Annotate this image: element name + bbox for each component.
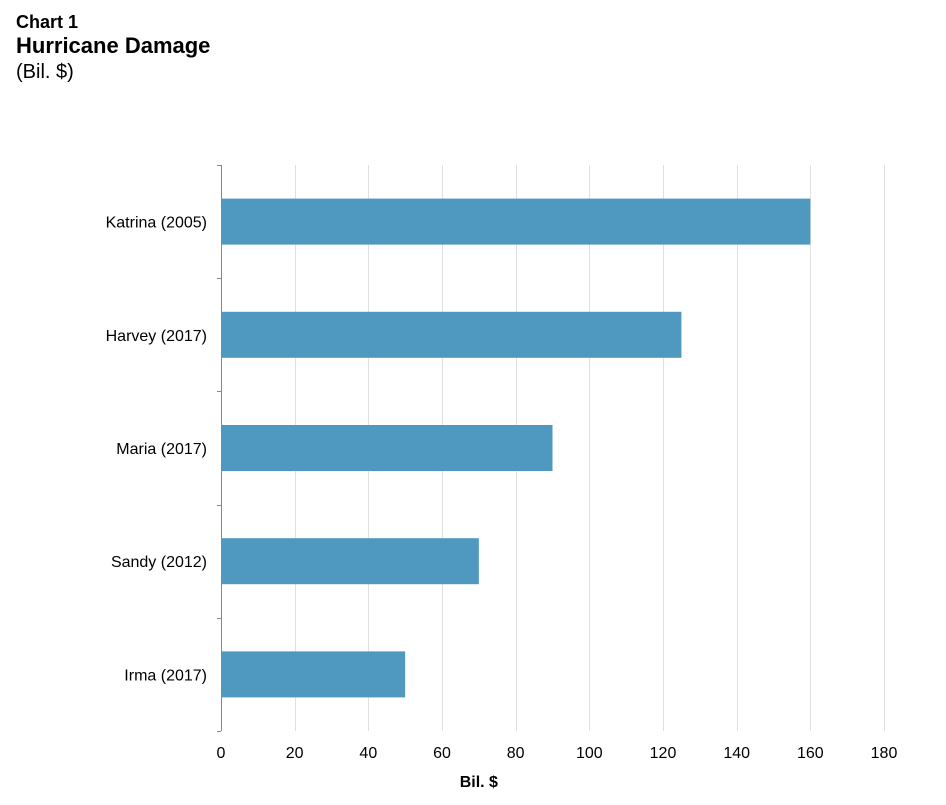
bar-0 [221, 198, 811, 245]
category-label-2: Maria (2017) [116, 441, 207, 458]
x-tick-label-160: 160 [797, 745, 824, 762]
category-label-3: Sandy (2012) [111, 554, 207, 571]
category-label-1: Harvey (2017) [106, 328, 207, 345]
x-tick-label-100: 100 [576, 745, 603, 762]
x-tick-label-60: 60 [433, 745, 451, 762]
bar-4 [221, 651, 406, 698]
chart-header: Chart 1 Hurricane Damage (Bil. $) [16, 11, 210, 85]
x-axis-title: Bil. $ [460, 774, 498, 791]
x-tick-label-180: 180 [871, 745, 898, 762]
chart-title: Hurricane Damage [16, 33, 211, 58]
category-label-0: Katrina (2005) [106, 215, 207, 232]
x-tick-label-140: 140 [723, 745, 750, 762]
bar-2 [221, 425, 553, 471]
bar-3 [221, 538, 479, 585]
x-tick-label-20: 20 [286, 745, 304, 762]
category-label-4: Irma (2017) [124, 667, 207, 684]
x-tick-label-80: 80 [507, 745, 525, 762]
x-tick-label-40: 40 [359, 745, 377, 762]
x-tick-label-0: 0 [217, 745, 226, 762]
bar-1 [221, 311, 682, 358]
x-tick-label-120: 120 [650, 745, 677, 762]
chart-subtitle: (Bil. $) [16, 61, 74, 83]
chart-number: Chart 1 [16, 12, 79, 32]
